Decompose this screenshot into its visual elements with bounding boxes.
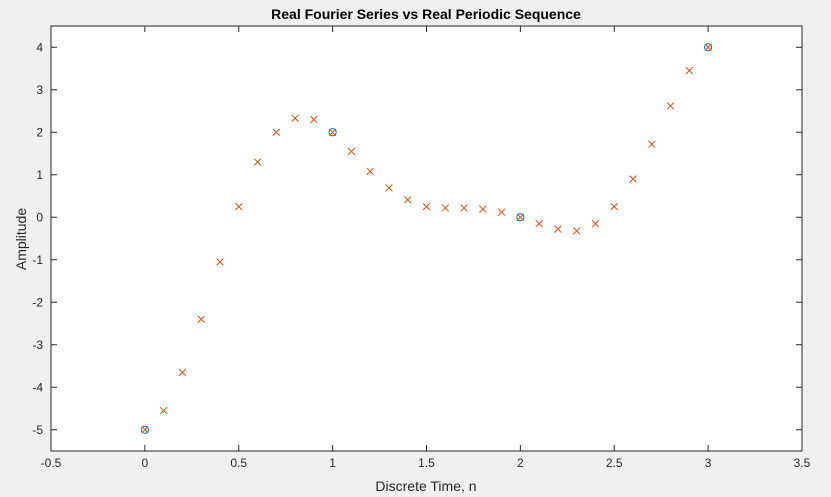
fourier-cross-marker — [704, 43, 712, 52]
fourier-cross-marker — [272, 128, 281, 137]
fourier-cross-marker — [554, 225, 562, 233]
y-tick-label: -2 — [32, 295, 43, 309]
y-tick-label: -1 — [32, 253, 43, 267]
y-tick-label: -5 — [32, 423, 43, 437]
sequence-circle-marker — [328, 128, 337, 137]
x-tick-label: 1 — [329, 456, 336, 470]
y-tick-label: 2 — [36, 125, 43, 139]
fourier-cross-marker — [497, 208, 506, 216]
x-tick-label: 0 — [142, 456, 149, 470]
fourier-cross-marker — [422, 202, 431, 211]
y-tick-label: 3 — [36, 83, 43, 97]
x-tick-label: -0.5 — [41, 456, 62, 470]
tick-marks — [50, 26, 803, 451]
fourier-cross-marker — [385, 184, 393, 192]
fourier-cross-marker — [685, 66, 694, 75]
y-axis-label: Amplitude — [13, 208, 29, 270]
x-tick-label: 1.5 — [418, 456, 435, 470]
data-series — [140, 43, 713, 434]
fourier-cross-marker — [216, 258, 224, 266]
y-tick-label: 1 — [36, 168, 43, 182]
fourier-cross-marker — [197, 315, 205, 324]
x-tick-label: 3.5 — [794, 456, 811, 470]
fourier-cross-marker — [666, 102, 675, 110]
fourier-cross-marker — [441, 204, 450, 212]
fourier-cross-marker — [328, 128, 337, 137]
y-tick-label: 0 — [36, 210, 43, 224]
fourier-cross-marker — [366, 167, 374, 176]
sequence-circle-marker — [140, 425, 149, 434]
x-tick-label: 0.5 — [230, 456, 247, 470]
x-tick-label: 2 — [517, 456, 524, 470]
fourier-cross-marker — [591, 219, 600, 228]
sequence-circle-marker — [516, 213, 525, 222]
fourier-cross-marker — [291, 114, 299, 122]
fourier-cross-marker — [479, 205, 487, 213]
fourier-cross-marker — [403, 196, 412, 204]
y-tick-label: 4 — [36, 40, 43, 54]
y-tick-label: -4 — [32, 380, 43, 394]
fourier-cross-marker — [516, 213, 525, 222]
x-tick-label: 3 — [705, 456, 712, 470]
fourier-cross-marker — [648, 140, 656, 148]
fourier-cross-marker — [535, 219, 543, 228]
x-axis-label: Discrete Time, n — [375, 478, 476, 494]
fourier-cross-marker — [572, 227, 581, 235]
fourier-cross-marker — [347, 147, 356, 156]
fourier-cross-marker — [178, 368, 187, 377]
plot-area — [50, 25, 803, 452]
fourier-cross-marker — [460, 204, 468, 212]
fourier-cross-marker — [629, 175, 637, 183]
y-tick-label: -3 — [32, 338, 43, 352]
fourier-cross-marker — [610, 202, 619, 211]
sequence-circle-marker — [704, 43, 713, 52]
chart-title: Real Fourier Series vs Real Periodic Seq… — [271, 6, 581, 22]
fourier-cross-marker — [310, 115, 318, 124]
fourier-cross-marker — [159, 406, 168, 415]
tick-labels: -0.5 0 0.5 1 1.5 2 2.5 3 3.5 4 3 2 1 0 -1 -2 -3 -4 -5 — [32, 40, 810, 470]
fourier-cross-marker — [253, 158, 262, 166]
x-tick-label: 2.5 — [606, 456, 623, 470]
fourier-cross-marker — [234, 202, 243, 211]
fourier-cross-marker — [141, 425, 149, 434]
